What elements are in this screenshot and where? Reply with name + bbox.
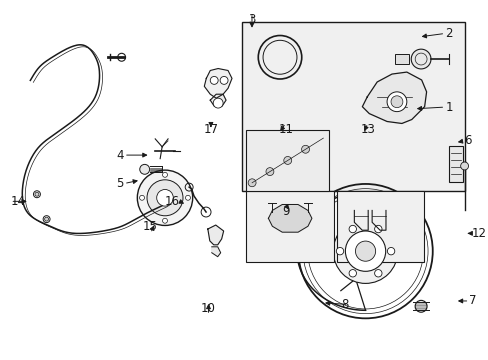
Circle shape <box>265 168 273 176</box>
Text: 6: 6 <box>464 134 471 147</box>
Polygon shape <box>210 94 225 106</box>
Polygon shape <box>211 247 220 257</box>
Polygon shape <box>362 72 426 123</box>
Circle shape <box>348 270 356 277</box>
Circle shape <box>374 270 381 277</box>
Circle shape <box>210 76 218 84</box>
Circle shape <box>333 219 397 283</box>
Circle shape <box>35 192 39 196</box>
Text: 16: 16 <box>164 195 179 208</box>
Polygon shape <box>207 225 223 245</box>
Text: 9: 9 <box>282 205 289 218</box>
Circle shape <box>44 217 48 221</box>
Text: 2: 2 <box>445 27 452 40</box>
Text: 7: 7 <box>468 294 476 307</box>
Polygon shape <box>268 204 311 232</box>
Circle shape <box>162 218 167 223</box>
Text: 5: 5 <box>116 177 123 190</box>
Polygon shape <box>204 68 231 98</box>
Circle shape <box>185 195 190 200</box>
Text: 13: 13 <box>360 123 375 136</box>
Circle shape <box>162 172 167 177</box>
Circle shape <box>301 145 309 153</box>
FancyBboxPatch shape <box>242 22 464 191</box>
Text: 15: 15 <box>143 220 158 233</box>
Circle shape <box>460 162 468 170</box>
Text: 8: 8 <box>341 298 348 311</box>
Circle shape <box>147 180 183 216</box>
Text: 17: 17 <box>203 123 218 136</box>
FancyBboxPatch shape <box>395 54 408 64</box>
Circle shape <box>137 170 192 225</box>
Circle shape <box>139 195 144 200</box>
Text: 3: 3 <box>248 13 255 26</box>
Text: 1: 1 <box>445 100 452 113</box>
Text: 11: 11 <box>278 123 293 136</box>
Circle shape <box>386 92 406 112</box>
Text: 10: 10 <box>201 302 216 315</box>
Circle shape <box>220 76 227 84</box>
Circle shape <box>410 49 430 69</box>
Circle shape <box>336 247 343 255</box>
Text: 12: 12 <box>471 227 486 240</box>
Circle shape <box>213 98 223 108</box>
Circle shape <box>414 300 426 312</box>
Circle shape <box>374 225 381 233</box>
Circle shape <box>345 231 385 271</box>
Circle shape <box>140 165 149 174</box>
Circle shape <box>386 247 394 255</box>
Text: 14: 14 <box>10 195 25 208</box>
Circle shape <box>247 179 256 187</box>
Circle shape <box>156 189 173 206</box>
Circle shape <box>283 157 291 165</box>
FancyBboxPatch shape <box>245 191 333 262</box>
Text: 4: 4 <box>116 149 123 162</box>
FancyBboxPatch shape <box>448 146 462 182</box>
Circle shape <box>390 96 402 108</box>
FancyBboxPatch shape <box>336 191 423 262</box>
Circle shape <box>355 241 375 261</box>
Circle shape <box>348 225 356 233</box>
FancyBboxPatch shape <box>245 130 328 191</box>
